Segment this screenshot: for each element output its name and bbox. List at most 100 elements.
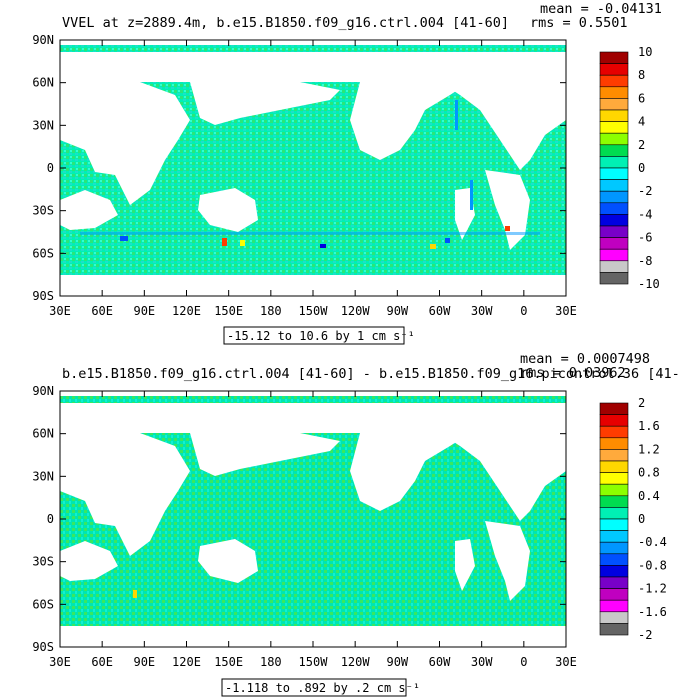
colorbar-swatch (599, 472, 629, 485)
panel-top-xticks: 30E 60E 90E 120E 150E 180 150W 120W 90W 60W 30W 0 30… (49, 40, 577, 318)
xtick-label: 120W (341, 304, 371, 318)
colorbar-swatch (599, 553, 629, 566)
xtick-label: 30E (49, 304, 71, 318)
panel-bottom-info: -1.118 to .892 by .2 cm s⁻¹ (225, 681, 420, 695)
colorbar-label: -6 (638, 231, 652, 245)
xtick-label: 120W (341, 655, 371, 669)
colorbar-swatch (599, 437, 629, 450)
colorbar-label: 0.8 (638, 466, 660, 480)
colorbar-swatch (599, 225, 629, 238)
ytick-label: 90S (32, 640, 54, 654)
panel-bottom-rms: rms = 0.03962 (520, 365, 626, 381)
panel-top-yticks: 90N 60N 30N 0 30S 60S 90S (32, 33, 566, 303)
colorbar-label: 0 (638, 161, 645, 175)
ytick-label: 30N (32, 118, 54, 132)
colorbar-swatch (599, 51, 629, 64)
colorbar-label: 0.4 (638, 489, 660, 503)
colorbar-label: 1.2 (638, 442, 660, 456)
panel-bottom-xticks: 30E 60E 90E 120E 150E 180 150W 120W 90W 60W 30W 0 30… (49, 391, 577, 669)
colorbar-label: -10 (638, 277, 660, 291)
xtick-label: 180 (260, 655, 282, 669)
xtick-label: 90W (386, 655, 408, 669)
panel-top-rms: rms = 0.5501 (530, 15, 628, 31)
xtick-label: 30E (49, 655, 71, 669)
colorbar-label: -8 (638, 254, 652, 268)
colorbar-swatch (599, 425, 629, 439)
colorbar-swatch (599, 460, 629, 473)
colorbar-swatch (599, 156, 629, 169)
xtick-label: 30E (555, 655, 577, 669)
colorbar-swatch (599, 623, 629, 636)
panel-bottom-yticks: 90N 60N 30N 0 30S 60S 90S (32, 384, 566, 654)
colorbar-swatch (599, 248, 629, 262)
ytick-label: 0 (47, 161, 54, 175)
colorbar-swatch (599, 495, 629, 508)
panel-top-colorbar: 10 8 6 4 2 0 -2 -4 -6 -8 -10 (599, 45, 660, 291)
colorbar-swatch (599, 132, 629, 146)
colorbar-swatch (599, 86, 629, 99)
colorbar-label: -0.4 (638, 535, 667, 549)
xtick-label: 30W (471, 304, 493, 318)
colorbar-label: 10 (638, 45, 652, 59)
xtick-label: 150W (299, 304, 329, 318)
panel-bottom-mean: mean = 0.0007498 (520, 351, 650, 367)
ytick-label: 60N (32, 427, 54, 441)
panel-top: VVEL at z=2889.4m, b.e15.B1850.f09_g16.c… (32, 1, 662, 345)
panel-bottom-title: b.e15.B1850.f09_g16.ctrl.004 [41-60] - b… (62, 366, 680, 382)
colorbar-swatch (599, 483, 629, 497)
panel-top-title: VVEL at z=2889.4m, b.e15.B1850.f09_g16.c… (62, 15, 509, 31)
colorbar-label: 1.6 (638, 419, 660, 433)
colorbar-label: -2 (638, 184, 652, 198)
colorbar-swatch (599, 576, 629, 589)
colorbar-swatch (599, 530, 629, 543)
colorbar-swatch (599, 179, 629, 192)
colorbar-swatch (599, 599, 629, 613)
colorbar-swatch (599, 74, 629, 88)
colorbar-label: -2 (638, 628, 652, 642)
xtick-label: 180 (260, 304, 282, 318)
xtick-label: 150E (214, 655, 243, 669)
colorbar-label: 2 (638, 138, 645, 152)
ytick-label: 90S (32, 289, 54, 303)
colorbar-label: 0 (638, 512, 645, 526)
ytick-label: 30S (32, 204, 54, 218)
xtick-label: 90E (133, 304, 155, 318)
xtick-label: 0 (520, 304, 527, 318)
colorbar-swatch (599, 190, 629, 204)
colorbar-swatch (599, 167, 629, 180)
xtick-label: 60W (429, 304, 451, 318)
colorbar-swatch (599, 237, 629, 250)
ytick-label: 30S (32, 555, 54, 569)
panel-bottom-land (60, 391, 566, 647)
panel-top-field (60, 40, 566, 296)
colorbar-swatch (599, 518, 629, 531)
colorbar-swatch (599, 214, 629, 227)
panel-bottom-colorbar: 2 1.6 1.2 0.8 0.4 0 -0.4 -0.8 -1.2 -1.6 -2 (599, 396, 667, 642)
panel-bottom-anomaly (133, 590, 137, 598)
panel-top-info-box (223, 326, 405, 345)
panel-bottom-field (60, 391, 566, 647)
colorbar-swatch (599, 588, 629, 601)
colorbar-swatch (599, 611, 629, 624)
xtick-label: 60W (429, 655, 451, 669)
ytick-label: 60S (32, 597, 54, 611)
colorbar-swatch (599, 260, 629, 273)
colorbar-label: 4 (638, 115, 645, 129)
panel-top-mean: mean = -0.04131 (540, 1, 662, 17)
xtick-label: 30W (471, 655, 493, 669)
ytick-label: 60N (32, 76, 54, 90)
colorbar-swatch (599, 121, 629, 134)
colorbar-swatch (599, 565, 629, 578)
panel-bottom: b.e15.B1850.f09_g16.ctrl.004 [41-60] - b… (32, 351, 680, 697)
colorbar-swatch (599, 449, 629, 462)
colorbar-label: -0.8 (638, 558, 667, 572)
ytick-label: 90N (32, 384, 54, 398)
colorbar-label: -1.2 (638, 582, 667, 596)
xtick-label: 120E (172, 304, 201, 318)
colorbar-swatch (599, 63, 629, 76)
colorbar-label: 6 (638, 91, 645, 105)
colorbar-label: 2 (638, 396, 645, 410)
colorbar-swatch (599, 414, 629, 427)
ytick-label: 60S (32, 246, 54, 260)
